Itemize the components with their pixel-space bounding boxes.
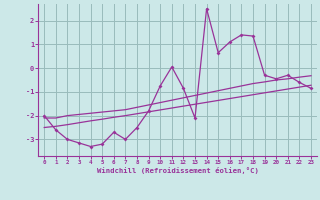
X-axis label: Windchill (Refroidissement éolien,°C): Windchill (Refroidissement éolien,°C) bbox=[97, 167, 259, 174]
